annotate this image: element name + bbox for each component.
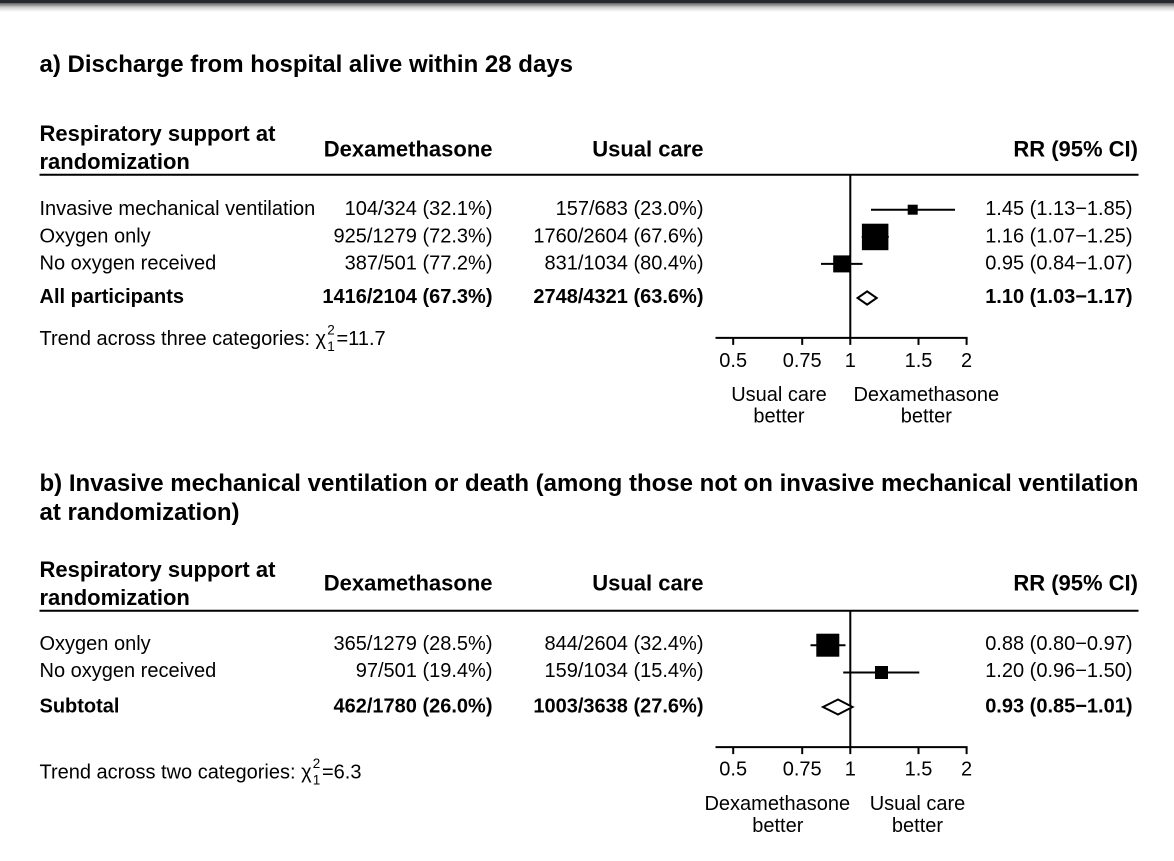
svg-text:Dexamethasone: Dexamethasone	[704, 793, 850, 815]
svg-text:2: 2	[961, 759, 972, 781]
svg-text:0.88 (0.80−0.97): 0.88 (0.80−0.97)	[985, 633, 1132, 655]
svg-text:randomization: randomization	[40, 149, 190, 174]
svg-text:97/501 (19.4%): 97/501 (19.4%)	[356, 660, 493, 682]
svg-text:Usual care: Usual care	[731, 384, 827, 406]
svg-text:2: 2	[313, 756, 321, 771]
svg-text:better: better	[901, 406, 952, 428]
svg-text:1.5: 1.5	[905, 759, 933, 781]
svg-text:All participants: All participants	[40, 286, 184, 308]
svg-text:1.16 (1.07−1.25): 1.16 (1.07−1.25)	[985, 225, 1132, 247]
svg-text:831/1034 (80.4%): 831/1034 (80.4%)	[544, 252, 703, 274]
svg-text:1760/2604 (67.6%): 1760/2604 (67.6%)	[533, 225, 703, 247]
svg-text:Dexamethasone: Dexamethasone	[324, 137, 493, 162]
svg-text:1: 1	[313, 773, 321, 788]
svg-text:No oxygen received: No oxygen received	[40, 252, 217, 274]
svg-text:0.75: 0.75	[783, 759, 822, 781]
svg-text:b) Invasive mechanical ventila: b) Invasive mechanical ventilation or de…	[40, 470, 1139, 497]
svg-text:1: 1	[845, 759, 856, 781]
svg-text:1416/2104 (67.3%): 1416/2104 (67.3%)	[322, 286, 492, 308]
svg-text:2: 2	[327, 322, 335, 337]
svg-text:2748/4321 (63.6%): 2748/4321 (63.6%)	[533, 286, 703, 308]
svg-text:1.10 (1.03−1.17): 1.10 (1.03−1.17)	[985, 286, 1132, 308]
svg-text:better: better	[892, 815, 943, 837]
svg-text:0.95 (0.84−1.07): 0.95 (0.84−1.07)	[985, 252, 1132, 274]
svg-text:RR (95% CI): RR (95% CI)	[1013, 570, 1138, 595]
svg-text:387/501 (77.2%): 387/501 (77.2%)	[345, 252, 493, 274]
svg-text:0.5: 0.5	[719, 759, 747, 781]
svg-text:157/683 (23.0%): 157/683 (23.0%)	[556, 198, 704, 220]
svg-text:844/2604 (32.4%): 844/2604 (32.4%)	[544, 633, 703, 655]
svg-text:365/1279 (28.5%): 365/1279 (28.5%)	[333, 633, 492, 655]
svg-text:Usual care: Usual care	[592, 570, 703, 595]
svg-text:0.93 (0.85−1.01): 0.93 (0.85−1.01)	[985, 696, 1132, 718]
svg-text:Oxygen only: Oxygen only	[40, 633, 151, 655]
svg-text:1.5: 1.5	[905, 350, 933, 372]
svg-text:0.75: 0.75	[783, 350, 822, 372]
svg-text:randomization: randomization	[40, 585, 190, 610]
svg-text:Subtotal: Subtotal	[40, 696, 120, 718]
svg-text:Respiratory support at: Respiratory support at	[40, 121, 277, 146]
svg-text:1003/3638 (27.6%): 1003/3638 (27.6%)	[533, 696, 703, 718]
svg-text:462/1780 (26.0%): 462/1780 (26.0%)	[333, 696, 492, 718]
svg-text:0.5: 0.5	[719, 350, 747, 372]
svg-text:1: 1	[327, 339, 335, 354]
svg-text:159/1034 (15.4%): 159/1034 (15.4%)	[544, 660, 703, 682]
svg-text:=6.3: =6.3	[322, 762, 361, 784]
svg-text:Oxygen only: Oxygen only	[40, 225, 151, 247]
svg-text:1: 1	[845, 350, 856, 372]
svg-text:Dexamethasone: Dexamethasone	[853, 384, 999, 406]
svg-text:2: 2	[961, 350, 972, 372]
svg-text:Respiratory support at: Respiratory support at	[40, 557, 277, 582]
svg-text:a) Discharge from hospital ali: a) Discharge from hospital alive within …	[40, 51, 574, 78]
svg-text:Trend across three categories:: Trend across three categories: χ	[40, 328, 327, 350]
svg-text:Usual care: Usual care	[870, 793, 966, 815]
svg-text:925/1279 (72.3%): 925/1279 (72.3%)	[333, 225, 492, 247]
svg-text:better: better	[753, 406, 804, 428]
svg-text:Trend across two categories: χ: Trend across two categories: χ	[40, 762, 313, 784]
svg-text:Dexamethasone: Dexamethasone	[324, 570, 493, 595]
svg-text:1.45 (1.13−1.85): 1.45 (1.13−1.85)	[985, 198, 1132, 220]
svg-text:=11.7: =11.7	[337, 328, 386, 350]
svg-text:No oxygen received: No oxygen received	[40, 660, 217, 682]
svg-text:Invasive mechanical ventilatio: Invasive mechanical ventilation	[40, 198, 316, 220]
svg-text:1.20 (0.96−1.50): 1.20 (0.96−1.50)	[985, 660, 1132, 682]
svg-text:better: better	[752, 815, 803, 837]
svg-text:104/324 (32.1%): 104/324 (32.1%)	[345, 198, 493, 220]
svg-text:Usual care: Usual care	[592, 137, 703, 162]
svg-text:at randomization): at randomization)	[40, 499, 240, 526]
svg-text:RR (95% CI): RR (95% CI)	[1013, 137, 1138, 162]
